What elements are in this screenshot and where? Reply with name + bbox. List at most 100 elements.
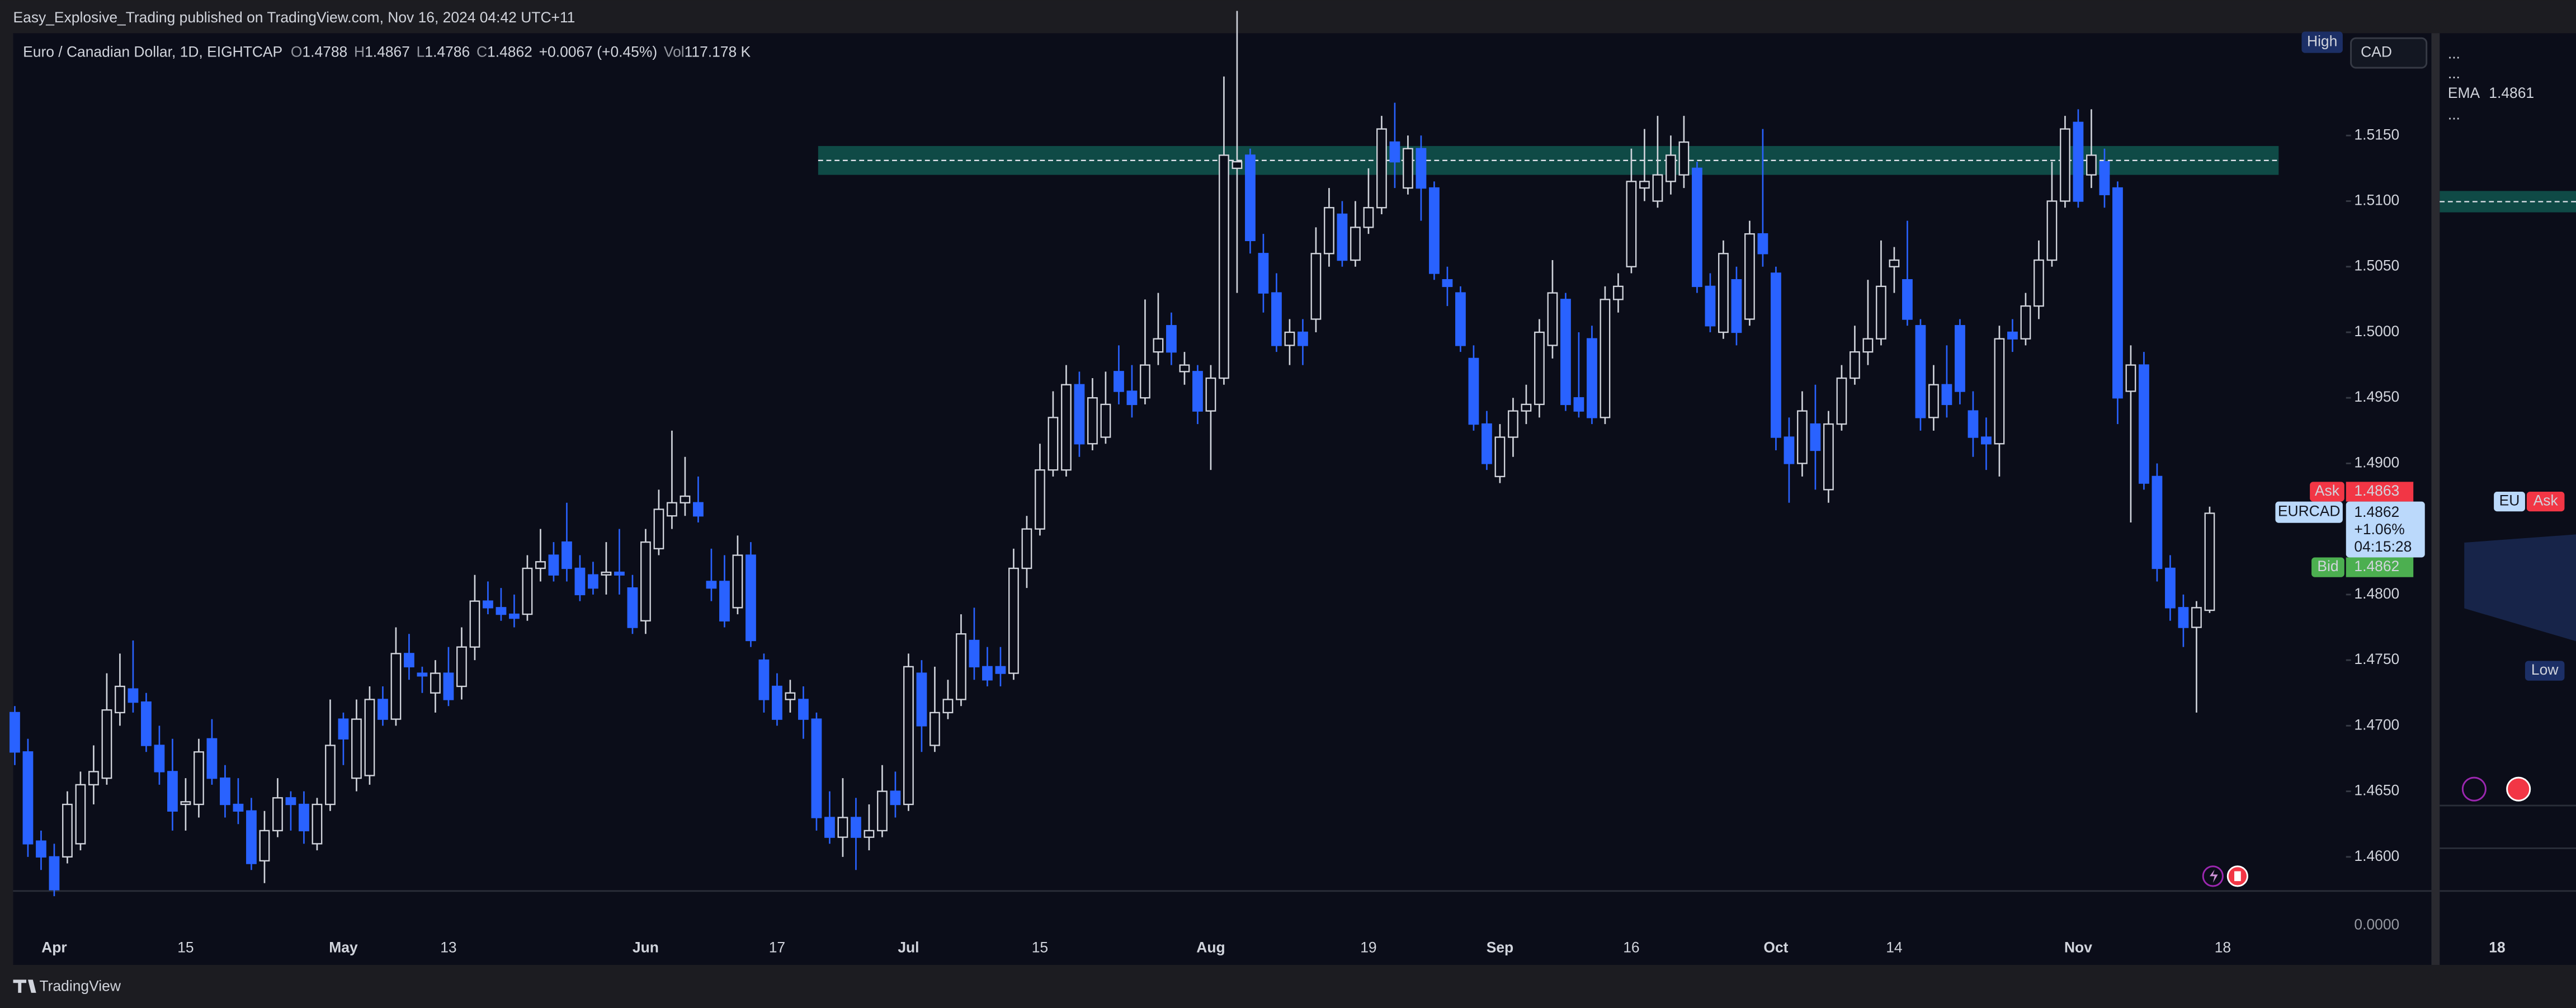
candle-body bbox=[2034, 259, 2044, 307]
ask-tag-bg bbox=[2310, 482, 2344, 502]
x-tick-label: Apr bbox=[41, 939, 67, 956]
currency-button[interactable] bbox=[2350, 37, 2428, 69]
candle-body bbox=[1114, 371, 1124, 392]
menu-dots[interactable]: ... bbox=[2448, 106, 2460, 123]
event-icon[interactable] bbox=[2202, 865, 2224, 887]
candle-body bbox=[1166, 325, 1177, 353]
candle-body bbox=[772, 685, 782, 720]
candle-body bbox=[1021, 528, 1032, 569]
candle-body bbox=[62, 803, 73, 858]
candle-body bbox=[390, 653, 402, 720]
candle-body bbox=[430, 672, 441, 694]
candle-body bbox=[1310, 253, 1322, 320]
candle-body bbox=[2152, 475, 2163, 569]
high-tag-bg bbox=[2301, 31, 2343, 53]
candle-body bbox=[2073, 121, 2084, 202]
y-tick-label: 1.4600 bbox=[2354, 847, 2399, 864]
x-tick-label: Aug bbox=[1196, 939, 1225, 956]
y-tick-label: 1.5000 bbox=[2354, 323, 2399, 340]
symbol: Euro / Canadian Dollar, 1D, EIGHTCAP bbox=[23, 44, 282, 60]
candle-body bbox=[890, 790, 901, 806]
x-tick-label: 16 bbox=[1623, 939, 1639, 956]
low-value: 1.4786 bbox=[424, 44, 470, 60]
event-icon[interactable] bbox=[2461, 776, 2487, 802]
currency[interactable]: CAD bbox=[2361, 44, 2392, 60]
candle-body bbox=[942, 699, 954, 714]
low-label: L bbox=[417, 44, 425, 60]
candle-body bbox=[811, 718, 822, 818]
candle-body bbox=[1468, 357, 1479, 425]
candle-body bbox=[548, 554, 559, 576]
volume-value: 117.178 K bbox=[685, 44, 751, 60]
side-date-label: 18 bbox=[2489, 939, 2505, 956]
ask-tag: Ask bbox=[2315, 482, 2340, 499]
y-tick-label: 1.4650 bbox=[2354, 782, 2399, 799]
plot-area: 1.46001.46501.47001.47501.48001.48501.49… bbox=[10, 11, 2399, 956]
pane-divider bbox=[2431, 33, 2440, 965]
candle-body bbox=[2060, 128, 2070, 202]
candle-body bbox=[1666, 154, 1676, 182]
candle-body bbox=[1087, 397, 1098, 445]
bid-tag-bg bbox=[2311, 557, 2344, 577]
candle-body bbox=[1192, 371, 1203, 412]
y-tick-label: 1.4800 bbox=[2354, 585, 2399, 602]
candle-body bbox=[785, 692, 796, 700]
candle-body bbox=[456, 646, 467, 687]
candle-body bbox=[732, 554, 743, 609]
candle-body bbox=[706, 581, 717, 589]
candle-body bbox=[1600, 299, 1611, 418]
candle-body bbox=[2086, 154, 2097, 176]
candle-body bbox=[49, 856, 60, 891]
y-tick-label: 1.5100 bbox=[2354, 192, 2399, 209]
candle-body bbox=[1692, 167, 1702, 288]
candle-body bbox=[101, 709, 112, 779]
side-ask-bg bbox=[2526, 491, 2565, 512]
x-tick-label: 18 bbox=[2215, 939, 2231, 956]
candle-body bbox=[693, 502, 704, 517]
candle-body bbox=[1981, 436, 1992, 445]
candle-body bbox=[115, 685, 125, 714]
candle-body bbox=[1324, 207, 1334, 255]
candle-body bbox=[1494, 436, 1506, 478]
menu-dots[interactable]: ... bbox=[2448, 45, 2460, 62]
candle-body bbox=[1258, 253, 1269, 294]
candle-body bbox=[1205, 377, 1216, 412]
candle-body bbox=[75, 784, 86, 845]
candle-body bbox=[2007, 331, 2018, 340]
candle-body bbox=[916, 672, 927, 727]
ask-value: 1.4863 bbox=[2354, 482, 2399, 499]
volume-scale-label: 0.0000 bbox=[2354, 916, 2399, 932]
x-tick-label: 13 bbox=[440, 939, 456, 956]
candle-body bbox=[746, 554, 756, 642]
candle-body bbox=[1008, 567, 1019, 674]
candle-body bbox=[154, 745, 165, 773]
last-value-bg bbox=[2346, 501, 2425, 558]
candle-body bbox=[1061, 384, 1072, 471]
bid-value: 1.4862 bbox=[2354, 558, 2399, 574]
brand: TradingView bbox=[40, 978, 121, 995]
ema-value: 1.4861 bbox=[2489, 84, 2534, 101]
high-label: H bbox=[354, 44, 365, 60]
candle-body bbox=[1718, 253, 1729, 333]
candle-body bbox=[1731, 279, 1742, 333]
candle-body bbox=[680, 495, 691, 503]
candle-body bbox=[22, 751, 34, 845]
candle-body bbox=[2125, 364, 2136, 392]
candle-body bbox=[378, 699, 388, 720]
side-symbol-tag: EU bbox=[2499, 492, 2520, 509]
candle-body bbox=[1587, 338, 1597, 418]
menu-dots[interactable]: ... bbox=[2448, 65, 2460, 82]
ema-label: EMA bbox=[2448, 84, 2480, 101]
x-tick-label: Jul bbox=[898, 939, 919, 956]
candle-body bbox=[903, 666, 914, 806]
y-tick-label: 1.4950 bbox=[2354, 388, 2399, 405]
change: +0.0067 (+0.45%) bbox=[539, 44, 658, 60]
candle-body bbox=[1797, 410, 1808, 464]
candle-body bbox=[1284, 331, 1295, 346]
candle-body bbox=[2204, 512, 2215, 611]
candle-body bbox=[1678, 141, 1690, 176]
candle-body bbox=[259, 830, 270, 862]
flag-icon[interactable] bbox=[2506, 776, 2531, 802]
candle-body bbox=[1955, 325, 1965, 392]
candle-body bbox=[2020, 305, 2031, 340]
